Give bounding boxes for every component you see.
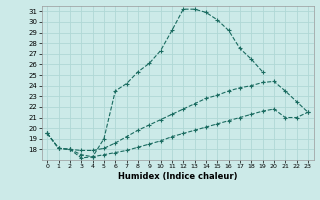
X-axis label: Humidex (Indice chaleur): Humidex (Indice chaleur)	[118, 172, 237, 181]
